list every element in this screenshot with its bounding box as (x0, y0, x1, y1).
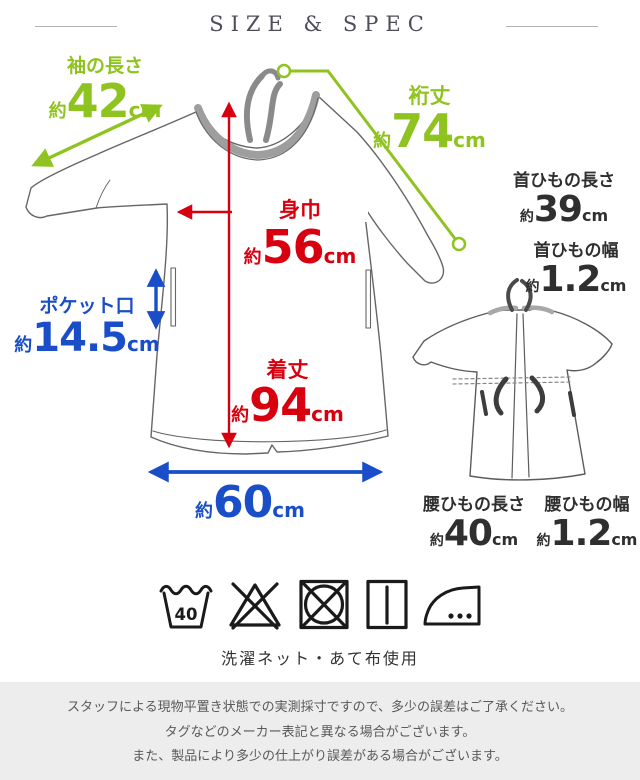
garment-collar (194, 68, 320, 161)
body-length-label: 着丈 (266, 358, 309, 382)
neck-strap-width-label: 首ひもの幅 (533, 241, 619, 261)
disclaimer-line-2: タグなどのメーカー表記と異なる場合がございます。 (164, 724, 476, 740)
iron-icon (423, 585, 481, 626)
svg-text:40: 40 (175, 605, 198, 624)
disclaimer-line-3: また、製品により多少の仕上がり誤差がある場合がございます。 (132, 749, 508, 765)
waist-strap-length-measurement: 腰ひもの長さ 約40cm (413, 495, 535, 552)
no-bleach-icon (229, 582, 281, 630)
line-dry-icon (366, 579, 408, 630)
care-caption: 洗濯ネット・あて布使用 (221, 649, 419, 668)
sleeve-length-label: 袖の長さ (66, 55, 143, 77)
waist-strap-width-measurement: 腰ひもの幅 約1.2cm (533, 495, 640, 552)
header-rule-right (506, 26, 598, 27)
no-tumble-dry-icon (299, 579, 349, 630)
yuki-length-measurement: 裄丈 約74cm (362, 84, 497, 154)
body-length-measurement: 着丈 約94cm (231, 358, 344, 433)
header-rule-left (35, 26, 117, 27)
disclaimer-box: スタッフによる現物平置き状態での実測採寸ですので、多少の誤差はご了承ください。 … (0, 682, 640, 780)
waist-strap-width-label: 腰ひもの幅 (544, 495, 630, 515)
waist-strap-length-label: 腰ひもの長さ (423, 495, 525, 515)
neck-strap-width-measurement: 首ひもの幅 約1.2cm (512, 241, 640, 298)
pocket-opening-label: ポケット口 (39, 295, 135, 317)
sleeve-length-arrow (31, 104, 163, 167)
garment-diagram (25, 63, 613, 483)
neck-strap-length-label: 首ひもの長さ (513, 171, 615, 191)
yuki-length-line (276, 63, 467, 252)
page-title: SIZE & SPEC (209, 12, 431, 36)
hem-width-measurement: 約60cm (195, 477, 305, 528)
body-width-measurement: 身巾 約56cm (232, 198, 368, 270)
disclaimer-line-1: スタッフによる現物平置き状態での実測採寸ですので、多少の誤差はご了承ください。 (66, 700, 574, 715)
neck-strap-length-measurement: 首ひもの長さ 約39cm (490, 171, 638, 228)
garment-back-illustration (412, 305, 613, 481)
wash-40-icon: 40 (159, 584, 213, 629)
garment-back-details (452, 278, 576, 417)
body-width-label: 身巾 (232, 198, 368, 223)
yuki-length-label: 裄丈 (408, 84, 451, 108)
care-symbols-row: 40 (0, 578, 640, 630)
sleeve-length-measurement: 袖の長さ 約42cm (15, 55, 195, 124)
pocket-opening-measurement: ポケット口 約14.5cm (12, 295, 162, 358)
